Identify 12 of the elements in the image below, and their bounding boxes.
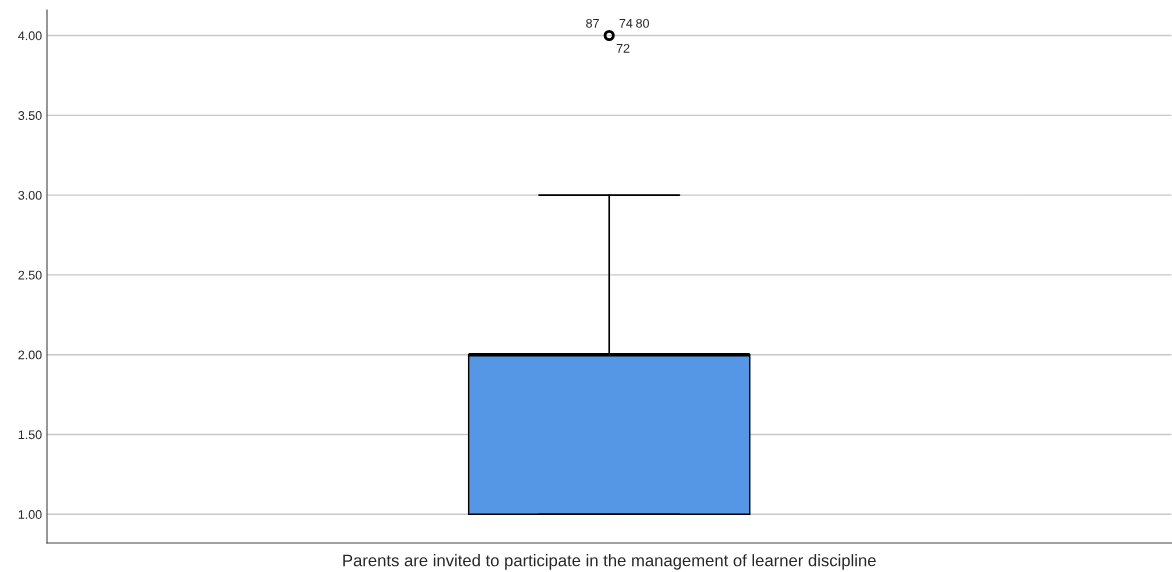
y-tick-label: 1.50 xyxy=(18,430,42,440)
y-tick-label: 2.00 xyxy=(18,350,42,360)
y-tick-label: 2.50 xyxy=(18,270,42,280)
y-tick-label: 4.00 xyxy=(18,31,42,41)
annotation: 80 xyxy=(636,18,649,28)
annotation: 72 xyxy=(616,43,630,53)
y-tick-label: 3.00 xyxy=(18,190,42,200)
y-tick-label: 3.50 xyxy=(18,111,42,120)
x-tick-label: Parents are invited to participate in the management of learner discipline xyxy=(343,554,876,570)
y-tick-label: 1.00 xyxy=(18,510,42,519)
annotation: 87 xyxy=(586,18,599,28)
annotation: 74 xyxy=(619,19,633,28)
